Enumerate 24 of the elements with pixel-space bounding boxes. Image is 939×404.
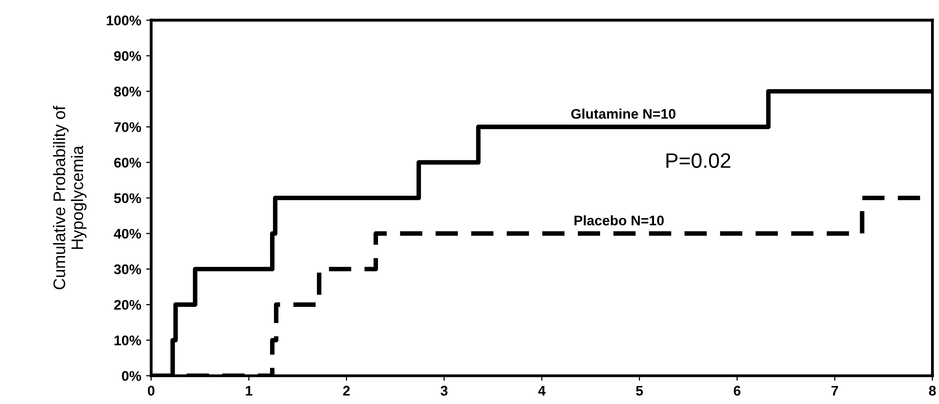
x-tick-label: 0 bbox=[148, 386, 154, 396]
x-tick-label: 7 bbox=[832, 386, 838, 396]
x-tick-label: 1 bbox=[246, 386, 252, 396]
y-tick-label: 10% bbox=[114, 336, 142, 346]
y-tick-label: 100% bbox=[106, 16, 142, 26]
y-tick-label: 80% bbox=[114, 86, 142, 96]
y-tick-label: 30% bbox=[114, 264, 142, 274]
y-tick-label: 50% bbox=[114, 193, 142, 204]
x-tick-label: 6 bbox=[734, 386, 740, 396]
y-tick-label: 0% bbox=[122, 371, 142, 381]
x-tick-label: 4 bbox=[538, 386, 546, 396]
series-label: Glutamine N=10 bbox=[571, 108, 676, 119]
x-tick-label: 2 bbox=[343, 386, 350, 396]
y-axis-title: Cumulative Probability of Hypoglycemia bbox=[53, 106, 86, 290]
y-tick-label: 60% bbox=[114, 158, 142, 168]
y-tick-label: 90% bbox=[114, 51, 142, 61]
x-tick-label: 3 bbox=[440, 386, 448, 396]
x-tick-label: 8 bbox=[929, 386, 936, 396]
y-tick-label: 20% bbox=[114, 300, 142, 310]
y-tick-label: 40% bbox=[114, 228, 142, 239]
annotation: P=0.02 bbox=[666, 153, 730, 168]
x-tick-label: 5 bbox=[636, 386, 643, 396]
y-tick-label: 70% bbox=[114, 122, 142, 132]
series-label: Placebo N=10 bbox=[574, 215, 664, 226]
